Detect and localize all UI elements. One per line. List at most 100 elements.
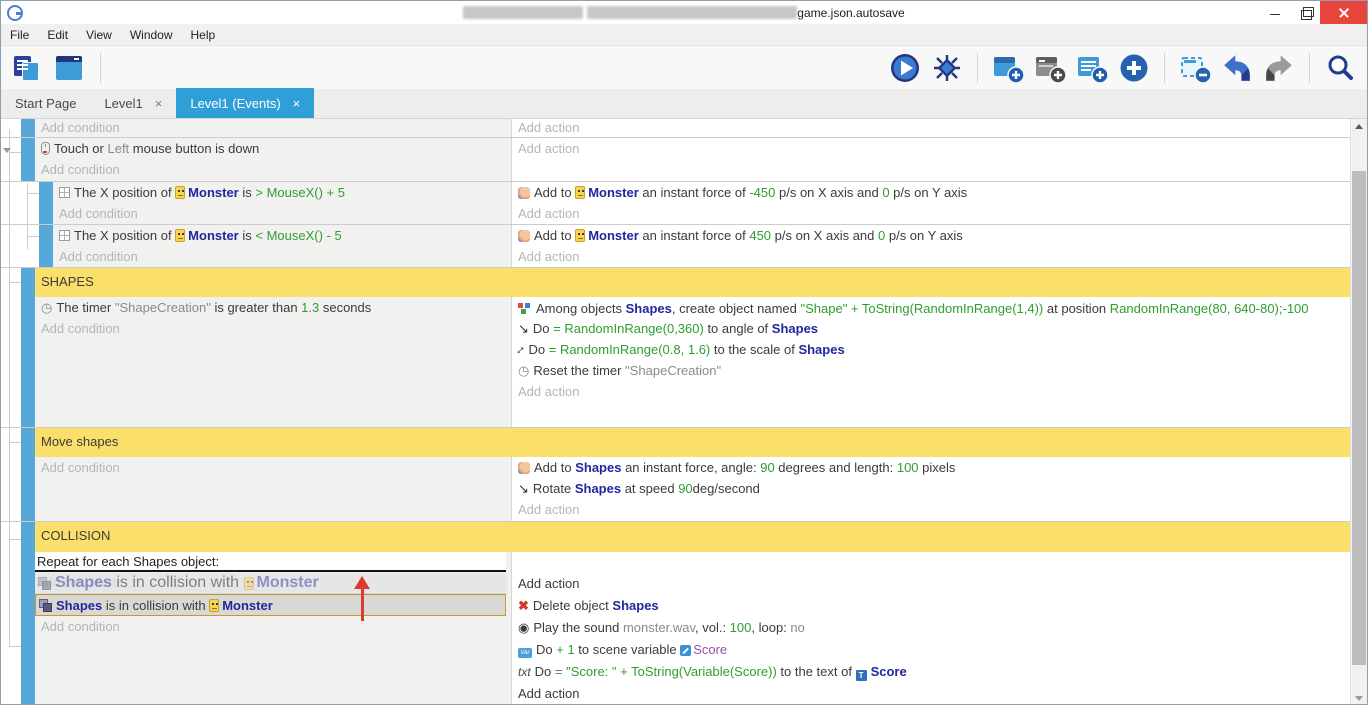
event-handle[interactable]	[21, 268, 35, 297]
minimize-button[interactable]	[1260, 1, 1290, 24]
tree-connector	[9, 282, 21, 283]
action-text: p/s on X axis and	[771, 228, 878, 243]
add-subevent-button[interactable]	[1033, 51, 1067, 85]
action-rotate[interactable]: ↘ Rotate Shapes at speed 90deg/second	[512, 478, 1352, 499]
add-action-link[interactable]: Add action	[518, 576, 580, 591]
add-condition-link[interactable]: Add condition	[41, 162, 120, 177]
gutter	[1, 457, 21, 521]
add-action-link[interactable]: Add action	[518, 206, 580, 221]
action-shapes-force[interactable]: Add to Shapes an instant force, angle: 9…	[512, 457, 1352, 478]
event-handle[interactable]	[21, 457, 35, 521]
tab-start-page[interactable]: Start Page	[1, 88, 90, 118]
comment-text: COLLISION	[35, 522, 1352, 552]
menu-view[interactable]: View	[86, 27, 112, 42]
search-button[interactable]	[1323, 51, 1357, 85]
add-condition-link[interactable]: Add condition	[59, 206, 138, 221]
object-name: Shapes	[798, 342, 845, 357]
force-hand-icon	[518, 230, 530, 242]
undo-button[interactable]	[1220, 51, 1254, 85]
bug-icon	[934, 54, 960, 81]
preview-button[interactable]	[888, 51, 922, 85]
tab-label: Start Page	[15, 95, 77, 111]
add-condition-link[interactable]: Add condition	[41, 120, 120, 135]
add-comment-button[interactable]	[1075, 51, 1109, 85]
foreach-header[interactable]: Repeat for each Shapes object:	[35, 552, 506, 572]
add-action-link[interactable]: Add action	[518, 120, 580, 135]
subevent-pos-lt: The X position of Monster is < MouseX() …	[1, 225, 1352, 268]
debug-button[interactable]	[930, 51, 964, 85]
delete-selection-button[interactable]	[1178, 51, 1212, 85]
menu-window[interactable]: Window	[129, 27, 173, 42]
event-handle[interactable]	[21, 552, 35, 704]
condition-touch[interactable]: Touch or Left mouse button is down	[35, 138, 511, 159]
collapse-arrow-icon[interactable]	[3, 148, 11, 153]
action-play-sound[interactable]: ◉ Play the sound monster.wav, vol.: 100, …	[512, 617, 1352, 639]
redo-button[interactable]	[1262, 51, 1296, 85]
tab-close-icon[interactable]: ×	[292, 95, 301, 111]
condition-timer[interactable]: ◷ The timer "ShapeCreation" is greater th…	[35, 297, 511, 318]
event-handle[interactable]	[21, 428, 35, 457]
scene-editor-button[interactable]	[52, 51, 86, 85]
event-handle[interactable]	[21, 138, 35, 181]
event-handle[interactable]	[21, 119, 35, 137]
menu-file[interactable]: File	[10, 27, 30, 42]
object-name: Monster	[588, 185, 639, 200]
scroll-down-icon[interactable]	[1355, 696, 1363, 701]
tab-close-icon[interactable]: ×	[154, 95, 163, 111]
add-condition-link[interactable]: Add condition	[41, 460, 120, 475]
events-sheet: Add condition Add action Touch or Left m…	[1, 119, 1367, 704]
window-title-text: game.json.autosave	[797, 5, 905, 20]
tab-level1-events[interactable]: Level1 (Events) ×	[176, 88, 315, 118]
action-add-score-variable[interactable]: Var Do + 1 to scene variable Score	[512, 639, 1352, 661]
condition-pos-lt[interactable]: The X position of Monster is < MouseX() …	[53, 225, 511, 246]
add-condition-link[interactable]: Add condition	[41, 619, 120, 634]
action-set-angle[interactable]: ↘ Do = RandomInRange(0,360) to angle of S…	[512, 318, 1352, 339]
event-handle[interactable]	[39, 225, 53, 267]
tab-level1[interactable]: Level1 ×	[90, 88, 176, 118]
event-foreach-shapes: Repeat for each Shapes object: Add condi…	[1, 552, 1352, 704]
close-button[interactable]	[1320, 1, 1367, 24]
gutter	[1, 522, 21, 552]
action-text: Rotate	[532, 481, 575, 496]
comment-move-shapes[interactable]: Move shapes	[1, 428, 1352, 457]
add-action-link[interactable]: Add action	[518, 384, 580, 399]
event-handle[interactable]	[39, 182, 53, 224]
add-condition-link[interactable]: Add condition	[41, 321, 120, 336]
action-set-scale[interactable]: ↕Do = RandomInRange(0.8, 1.6) to the sca…	[512, 339, 1352, 360]
gutter	[1, 552, 21, 704]
scroll-up-icon[interactable]	[1355, 124, 1363, 129]
action-reset-timer[interactable]: ◷ Reset the timer "ShapeCreation"	[512, 360, 1352, 381]
project-manager-button[interactable]	[9, 51, 43, 85]
scrollbar-thumb[interactable]	[1352, 171, 1366, 665]
condition-text: is in collision with	[102, 597, 210, 613]
action-create-object[interactable]: Among objects Shapes, create object name…	[512, 297, 1352, 318]
add-other-event-button[interactable]	[1117, 51, 1151, 85]
restore-button[interactable]	[1290, 1, 1320, 24]
action-delete-shapes[interactable]: ✖ Delete object Shapes	[512, 595, 1352, 617]
action-force-left[interactable]: Add to Monster an instant force of -450 …	[512, 182, 1352, 203]
add-action-link[interactable]: Add action	[518, 141, 580, 156]
condition-text: is	[238, 228, 256, 243]
force-hand-icon	[518, 462, 530, 474]
event-handle[interactable]	[21, 522, 35, 552]
action-text: Add to	[534, 185, 576, 200]
menu-help[interactable]: Help	[190, 27, 216, 42]
action-text: pixels	[918, 460, 956, 475]
menu-edit[interactable]: Edit	[47, 27, 69, 42]
action-set-score-text[interactable]: txt Do = "Score: " + ToString(Variable(Sc…	[512, 661, 1352, 683]
add-action-link[interactable]: Add action	[518, 686, 580, 701]
add-event-button[interactable]	[991, 51, 1025, 85]
condition-collision-selected[interactable]: Shapes is in collision with Monster	[35, 594, 506, 616]
object-name: Monster	[588, 228, 639, 243]
add-condition-link[interactable]: Add condition	[59, 249, 138, 264]
comment-shapes[interactable]: SHAPES	[1, 268, 1352, 297]
condition-pos-gt[interactable]: The X position of Monster is > MouseX() …	[53, 182, 511, 203]
event-handle[interactable]	[21, 297, 35, 427]
action-text: an instant force, angle:	[621, 460, 761, 475]
condition-text: is	[238, 185, 256, 200]
add-action-link[interactable]: Add action	[518, 502, 580, 517]
comment-collision[interactable]: COLLISION	[1, 522, 1352, 552]
add-action-link[interactable]: Add action	[518, 249, 580, 264]
vertical-scrollbar[interactable]	[1350, 119, 1367, 704]
action-force-right[interactable]: Add to Monster an instant force of 450 p…	[512, 225, 1352, 246]
